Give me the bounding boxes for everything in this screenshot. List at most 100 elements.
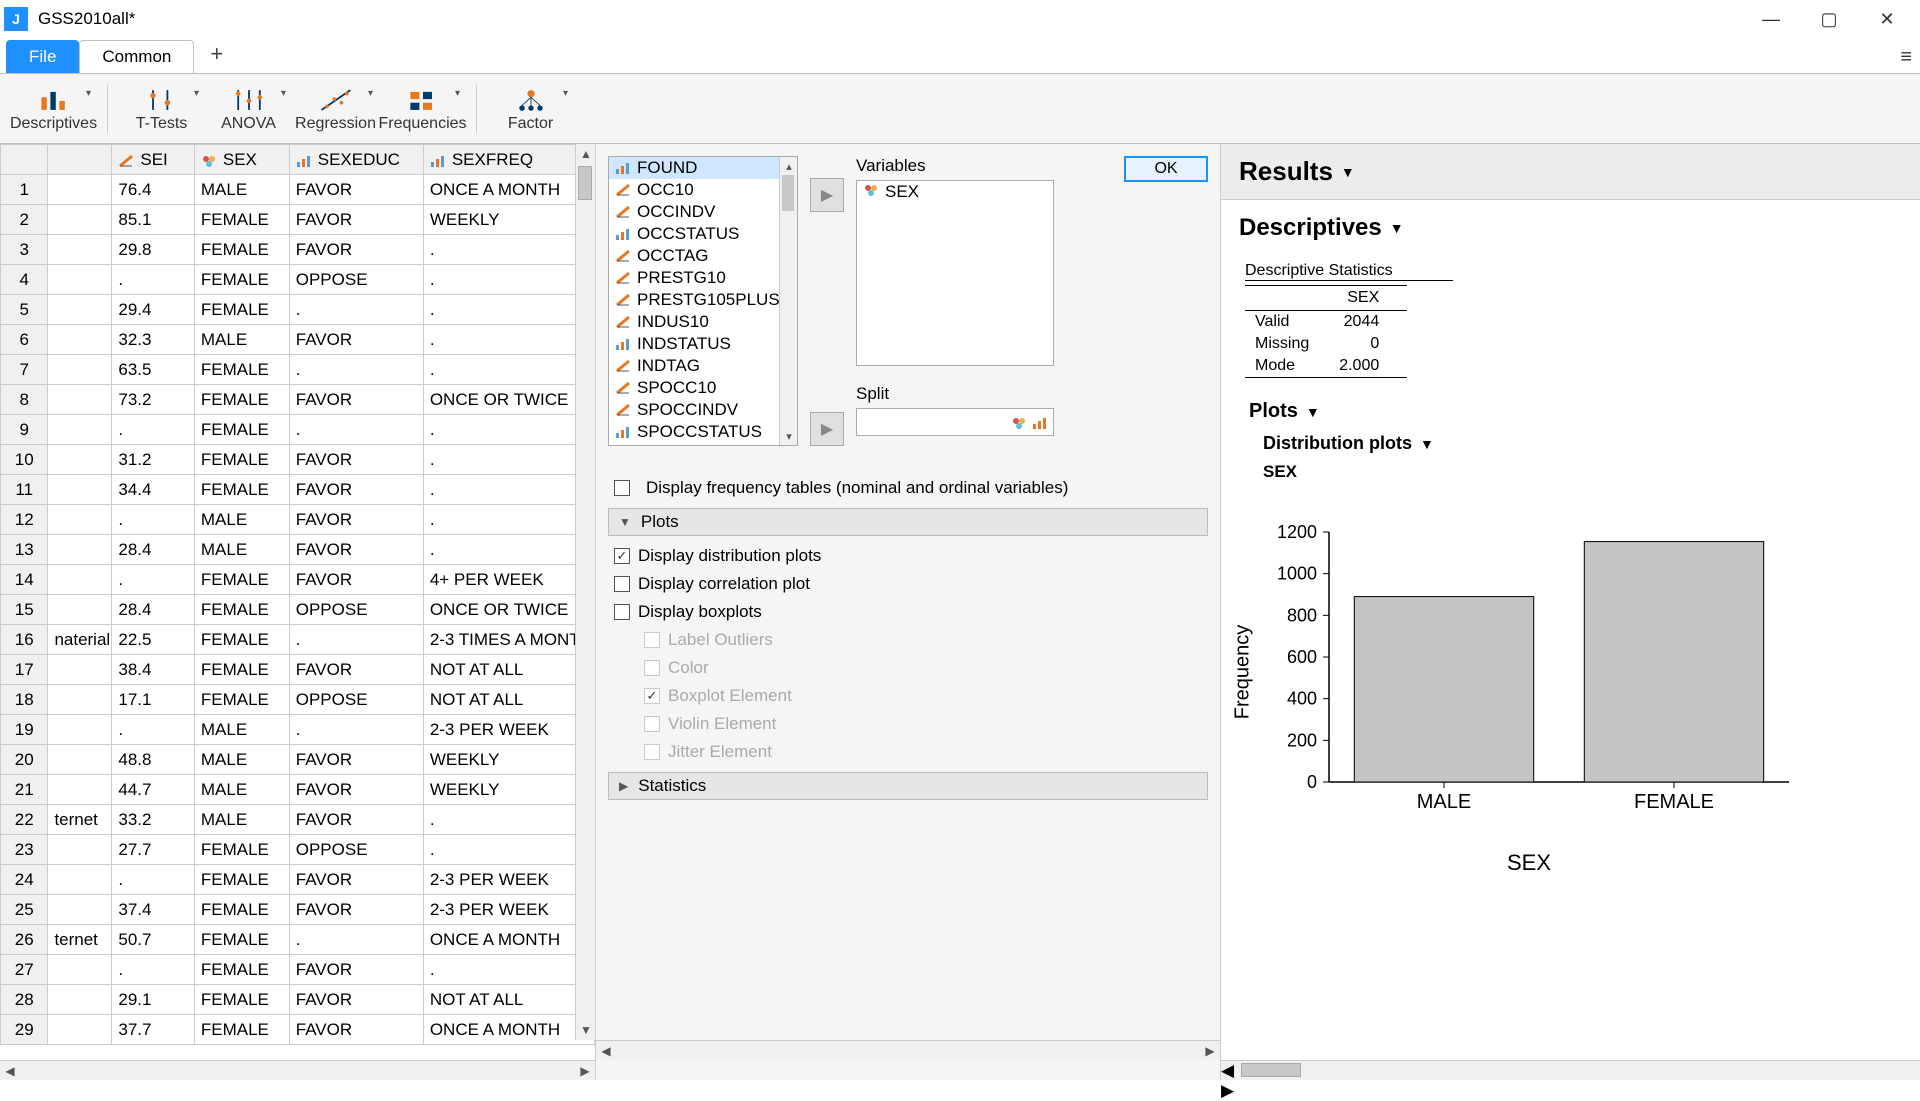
list-item[interactable]: OCCSTATUS: [609, 223, 797, 245]
table-row[interactable]: 2144.7MALEFAVORWEEKLY: [1, 775, 595, 805]
table-row[interactable]: 1738.4FEMALEFAVORNOT AT ALL: [1, 655, 595, 685]
ribbon-menu-icon[interactable]: ≡: [1900, 46, 1912, 69]
list-scrollbar[interactable]: ▴ ▾: [779, 157, 797, 445]
stats-table-title: Descriptive Statistics: [1245, 262, 1453, 281]
grid-vertical-scrollbar[interactable]: ▲ ▼: [575, 144, 595, 1040]
list-item[interactable]: INDTAG: [609, 355, 797, 377]
maximize-button[interactable]: ▢: [1800, 0, 1858, 38]
table-row[interactable]: 2048.8MALEFAVORWEEKLY: [1, 745, 595, 775]
ribbon-regression[interactable]: Regression ▾: [292, 78, 379, 140]
ribbon-frequencies[interactable]: Frequencies ▾: [379, 78, 466, 140]
table-row[interactable]: 176.4MALEFAVORONCE A MONTH: [1, 175, 595, 205]
close-button[interactable]: ✕: [1858, 0, 1916, 38]
table-row[interactable]: 19.MALE.2-3 PER WEEK: [1, 715, 595, 745]
table-row[interactable]: 16naterial22.5FEMALE.2-3 TIMES A MONTH: [1, 625, 595, 655]
column-header[interactable]: SEX: [194, 145, 289, 175]
tab-common[interactable]: Common: [79, 40, 194, 73]
ribbon-label: Factor: [508, 115, 553, 133]
table-row[interactable]: 763.5FEMALE..: [1, 355, 595, 385]
list-item[interactable]: OCC10: [609, 179, 797, 201]
list-item[interactable]: INDSTATUS: [609, 333, 797, 355]
plots-section-header[interactable]: ▼Plots: [608, 508, 1208, 536]
minimize-button[interactable]: —: [1742, 0, 1800, 38]
table-row[interactable]: 1817.1FEMALEOPPOSENOT AT ALL: [1, 685, 595, 715]
list-item[interactable]: SEX: [857, 181, 1053, 203]
table-row[interactable]: 285.1FEMALEFAVORWEEKLY: [1, 205, 595, 235]
column-header[interactable]: SEI: [112, 145, 195, 175]
ok-button[interactable]: OK: [1124, 156, 1208, 182]
move-to-variables-button[interactable]: ▶: [810, 178, 844, 212]
svg-text:0: 0: [1307, 772, 1317, 792]
ribbon-anova[interactable]: ANOVA ▾: [205, 78, 292, 140]
list-item[interactable]: PRESTG10: [609, 267, 797, 289]
ribbon-factor[interactable]: Factor ▾: [487, 78, 574, 140]
table-row[interactable]: 329.8FEMALEFAVOR.: [1, 235, 595, 265]
move-to-split-button[interactable]: ▶: [810, 412, 844, 446]
list-item[interactable]: OCCTAG: [609, 245, 797, 267]
distribution-plots-header[interactable]: Distribution plots▼: [1263, 433, 1902, 454]
label-outliers-checkbox: Label Outliers: [596, 626, 1220, 654]
table-row[interactable]: 2829.1FEMALEFAVORNOT AT ALL: [1, 985, 595, 1015]
list-item[interactable]: SPOCCINDV: [609, 399, 797, 421]
ribbon-ttests[interactable]: T-Tests ▾: [118, 78, 205, 140]
color-checkbox: Color: [596, 654, 1220, 682]
split-dropzone[interactable]: [856, 408, 1054, 436]
column-header[interactable]: SEXFREQ: [423, 145, 594, 175]
table-row[interactable]: 632.3MALEFAVOR.: [1, 325, 595, 355]
table-row[interactable]: 1031.2FEMALEFAVOR.: [1, 445, 595, 475]
table-row[interactable]: 14.FEMALEFAVOR4+ PER WEEK: [1, 565, 595, 595]
descriptive-stats-table: SEX Valid2044Missing0Mode2.000: [1245, 285, 1407, 378]
ribbon-label: ANOVA: [221, 115, 276, 133]
svg-text:600: 600: [1287, 647, 1317, 667]
table-row[interactable]: 873.2FEMALEFAVORONCE OR TWICE: [1, 385, 595, 415]
table-row[interactable]: 24.FEMALEFAVOR2-3 PER WEEK: [1, 865, 595, 895]
chart-ylabel: Frequency: [1232, 625, 1255, 720]
table-row[interactable]: 2937.7FEMALEFAVORONCE A MONTH: [1, 1015, 595, 1045]
regression-icon: [318, 85, 354, 115]
table-row[interactable]: 9.FEMALE..: [1, 415, 595, 445]
column-header[interactable]: SEXEDUC: [289, 145, 423, 175]
variable-name: SEX: [885, 182, 919, 202]
descriptives-header[interactable]: Descriptives▼: [1239, 214, 1902, 242]
table-row[interactable]: 12.MALEFAVOR.: [1, 505, 595, 535]
table-row[interactable]: 1134.4FEMALEFAVOR.: [1, 475, 595, 505]
corr-plot-checkbox[interactable]: Display correlation plot: [596, 570, 1220, 598]
table-row[interactable]: 2327.7FEMALEOPPOSE.: [1, 835, 595, 865]
list-item[interactable]: OCCINDV: [609, 201, 797, 223]
table-row[interactable]: 1528.4FEMALEOPPOSEONCE OR TWICE: [1, 595, 595, 625]
list-item[interactable]: INDUS10: [609, 311, 797, 333]
freq-tables-checkbox[interactable]: Display frequency tables (nominal and or…: [596, 474, 1220, 502]
ribbon-tabs: File Common + ≡: [0, 38, 1920, 74]
add-tab-button[interactable]: +: [194, 35, 239, 73]
list-item[interactable]: PRESTG105PLUS: [609, 289, 797, 311]
list-item[interactable]: SPOCC10: [609, 377, 797, 399]
table-row[interactable]: 4.FEMALEOPPOSE.: [1, 265, 595, 295]
variables-label: Variables: [856, 156, 1104, 176]
table-row[interactable]: 22ternet33.2MALEFAVOR.: [1, 805, 595, 835]
selected-variables-list[interactable]: SEX: [856, 180, 1054, 366]
ribbon-descriptives[interactable]: Descriptives ▾: [10, 78, 97, 140]
tab-file[interactable]: File: [6, 40, 79, 73]
table-row[interactable]: 1328.4MALEFAVOR.: [1, 535, 595, 565]
list-item[interactable]: FOUND: [609, 157, 797, 179]
table-row[interactable]: 27.FEMALEFAVOR.: [1, 955, 595, 985]
violin-element-checkbox: Violin Element: [596, 710, 1220, 738]
ribbon-label: Regression: [295, 115, 376, 133]
options-horizontal-scrollbar[interactable]: ◀ ▶: [596, 1040, 1220, 1060]
dist-plot-checkbox[interactable]: Display distribution plots: [596, 542, 1220, 570]
plots-header[interactable]: Plots▼: [1249, 400, 1902, 423]
data-grid[interactable]: SEISEXSEXEDUCSEXFREQ 176.4MALEFAVORONCE …: [0, 144, 595, 1045]
statistics-section-header[interactable]: ▶Statistics: [608, 772, 1208, 800]
svg-text:200: 200: [1287, 730, 1317, 750]
available-variables-list[interactable]: FOUNDOCC10OCCINDVOCCSTATUSOCCTAGPRESTG10…: [608, 156, 798, 446]
box-plot-checkbox[interactable]: Display boxplots: [596, 598, 1220, 626]
ribbon-label: Descriptives: [10, 115, 97, 133]
title-bar: J GSS2010all* — ▢ ✕: [0, 0, 1920, 38]
table-row[interactable]: 529.4FEMALE..: [1, 295, 595, 325]
grid-horizontal-scrollbar[interactable]: ◀ ▶: [0, 1060, 595, 1080]
table-row[interactable]: 2537.4FEMALEFAVOR2-3 PER WEEK: [1, 895, 595, 925]
boxplot-element-checkbox: Boxplot Element: [596, 682, 1220, 710]
results-horizontal-scrollbar[interactable]: ◀ ▶: [1221, 1060, 1920, 1080]
list-item[interactable]: SPOCCSTATUS: [609, 421, 797, 443]
table-row[interactable]: 26ternet50.7FEMALE.ONCE A MONTH: [1, 925, 595, 955]
